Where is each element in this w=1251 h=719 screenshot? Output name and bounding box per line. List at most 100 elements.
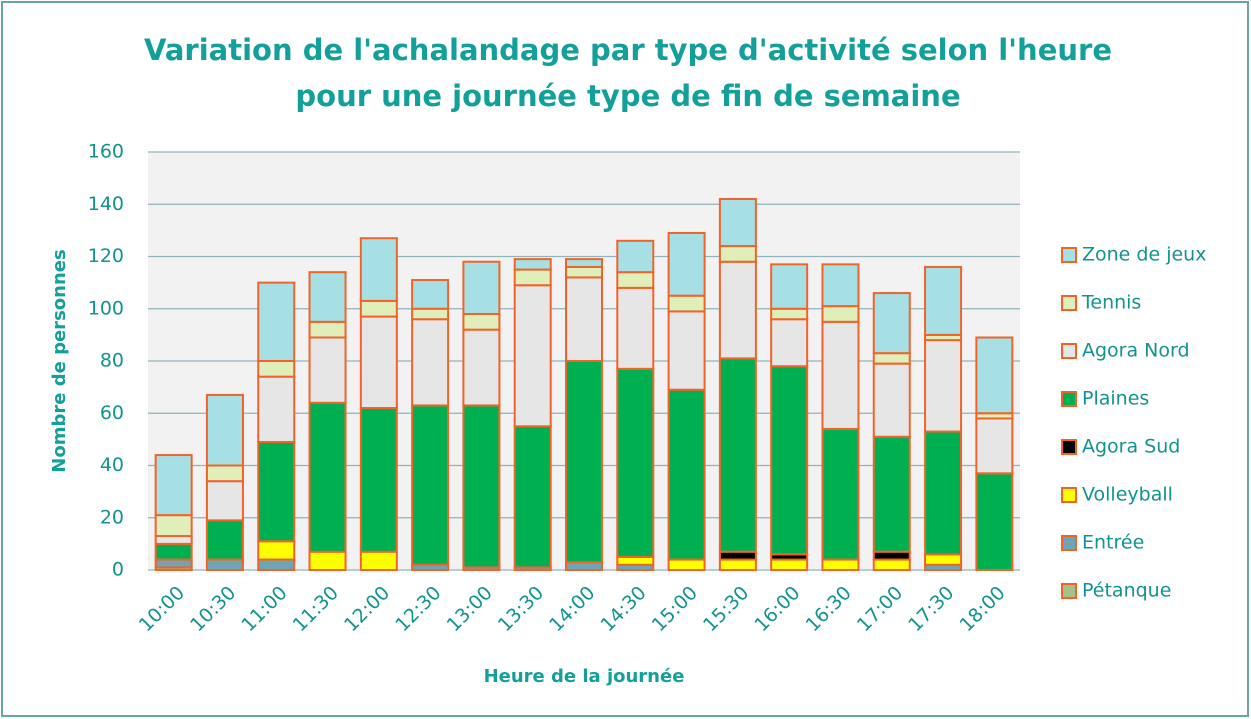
bar-segment (565, 276, 603, 362)
bar-segment (462, 328, 501, 407)
bar-segment (821, 320, 860, 430)
bar-segment (411, 318, 450, 407)
legend-swatch (1061, 247, 1077, 263)
bar-segment (308, 401, 347, 553)
bar-segment (718, 558, 757, 571)
bar-segment (770, 307, 809, 321)
bar-segment (616, 239, 655, 274)
legend-label: Tennis (1081, 292, 1141, 314)
legend-swatch (1061, 391, 1077, 407)
bar-segment (205, 519, 244, 561)
bar-segment (565, 265, 603, 279)
bar-segment (257, 281, 296, 362)
bar-segment (359, 550, 398, 572)
bar-segment (205, 558, 244, 571)
bar-segment (616, 367, 655, 558)
bar-segment (205, 393, 244, 467)
chart-title: pour une journée type de fin de semaine (295, 79, 960, 113)
bar-segment (924, 430, 963, 556)
y-tick-label: 120 (88, 245, 124, 267)
y-tick-label: 60 (100, 402, 124, 424)
bar-segment (513, 258, 552, 271)
bar-segment (667, 558, 706, 571)
bar-segment (154, 535, 193, 545)
legend-label: Plaines (1082, 388, 1149, 410)
legend-swatch (1061, 583, 1077, 599)
bar-segment (205, 480, 244, 522)
y-tick-label: 0 (112, 559, 124, 581)
bar-segment (359, 237, 398, 302)
y-tick-label: 140 (88, 193, 124, 215)
bar-segment (770, 365, 809, 556)
y-tick-label: 160 (88, 141, 124, 163)
y-tick-label: 80 (100, 350, 124, 372)
bar-segment (257, 440, 296, 543)
bar-segment (616, 271, 655, 289)
bar-segment (513, 425, 552, 569)
bar-segment (718, 245, 757, 263)
bar-segment (308, 320, 347, 339)
legend-label: Agora Nord (1082, 340, 1190, 362)
legend-label: Entrée (1082, 532, 1144, 554)
bar-segment (924, 339, 963, 433)
bar-segment (975, 417, 1014, 475)
bar-segment (565, 360, 603, 564)
bar-segment (308, 336, 347, 404)
bar-segment (821, 427, 860, 561)
bar-segment (205, 464, 244, 483)
y-axis-label: Nombre de personnes (49, 249, 70, 472)
bar-segment (770, 558, 809, 571)
bar-segment (565, 561, 603, 571)
bar-segment (770, 318, 809, 368)
bar-segment (462, 312, 501, 331)
bar-segment (718, 550, 757, 561)
y-tick-label: 100 (88, 297, 124, 319)
bar-segment (411, 404, 450, 566)
bar-segment (359, 407, 398, 553)
y-tick-label: 40 (100, 454, 124, 476)
bar-segment (359, 315, 398, 410)
bar-segment (718, 260, 757, 360)
bar-segment (411, 307, 450, 321)
bar-segment (667, 231, 706, 297)
bar-segment (872, 292, 911, 355)
bar-segment (513, 284, 552, 428)
bar-segment (718, 198, 757, 248)
bar-segment (308, 550, 347, 572)
bar-segment (924, 553, 963, 566)
legend-swatch (1061, 343, 1077, 359)
legend-label: Agora Sud (1082, 436, 1180, 458)
bar-segment (308, 271, 347, 323)
bar-segment (821, 305, 860, 323)
bar-segment (565, 258, 603, 268)
bar-segment (257, 360, 296, 378)
bar-segment (667, 294, 706, 313)
legend-swatch (1061, 487, 1077, 503)
bar-segment (154, 558, 193, 569)
bar-segment (821, 263, 860, 308)
bar-segment (667, 310, 706, 391)
legend-swatch (1061, 295, 1077, 311)
bar-segment (872, 550, 911, 561)
chart-title: Variation de l'achalandage par type d'ac… (144, 33, 1112, 67)
legend-label: Pétanque (1082, 580, 1171, 602)
bar-segment (513, 268, 552, 287)
bar-segment (770, 263, 809, 310)
bar-segment (975, 472, 1014, 571)
legend-swatch (1061, 439, 1077, 455)
bar-segment (821, 558, 860, 571)
x-axis-label: Heure de la journée (484, 666, 685, 687)
y-tick-label: 20 (100, 506, 124, 528)
bar-segment (359, 299, 398, 318)
bar-segment (462, 404, 501, 569)
bar-segment (154, 454, 193, 517)
bar-segment (975, 336, 1014, 415)
bar-segment (154, 542, 193, 561)
bar-segment (257, 540, 296, 561)
bar-segment (462, 260, 501, 315)
bar-segment (616, 555, 655, 566)
legend-swatch (1061, 535, 1077, 551)
bar-segment (257, 375, 296, 443)
bar-segment (616, 286, 655, 370)
